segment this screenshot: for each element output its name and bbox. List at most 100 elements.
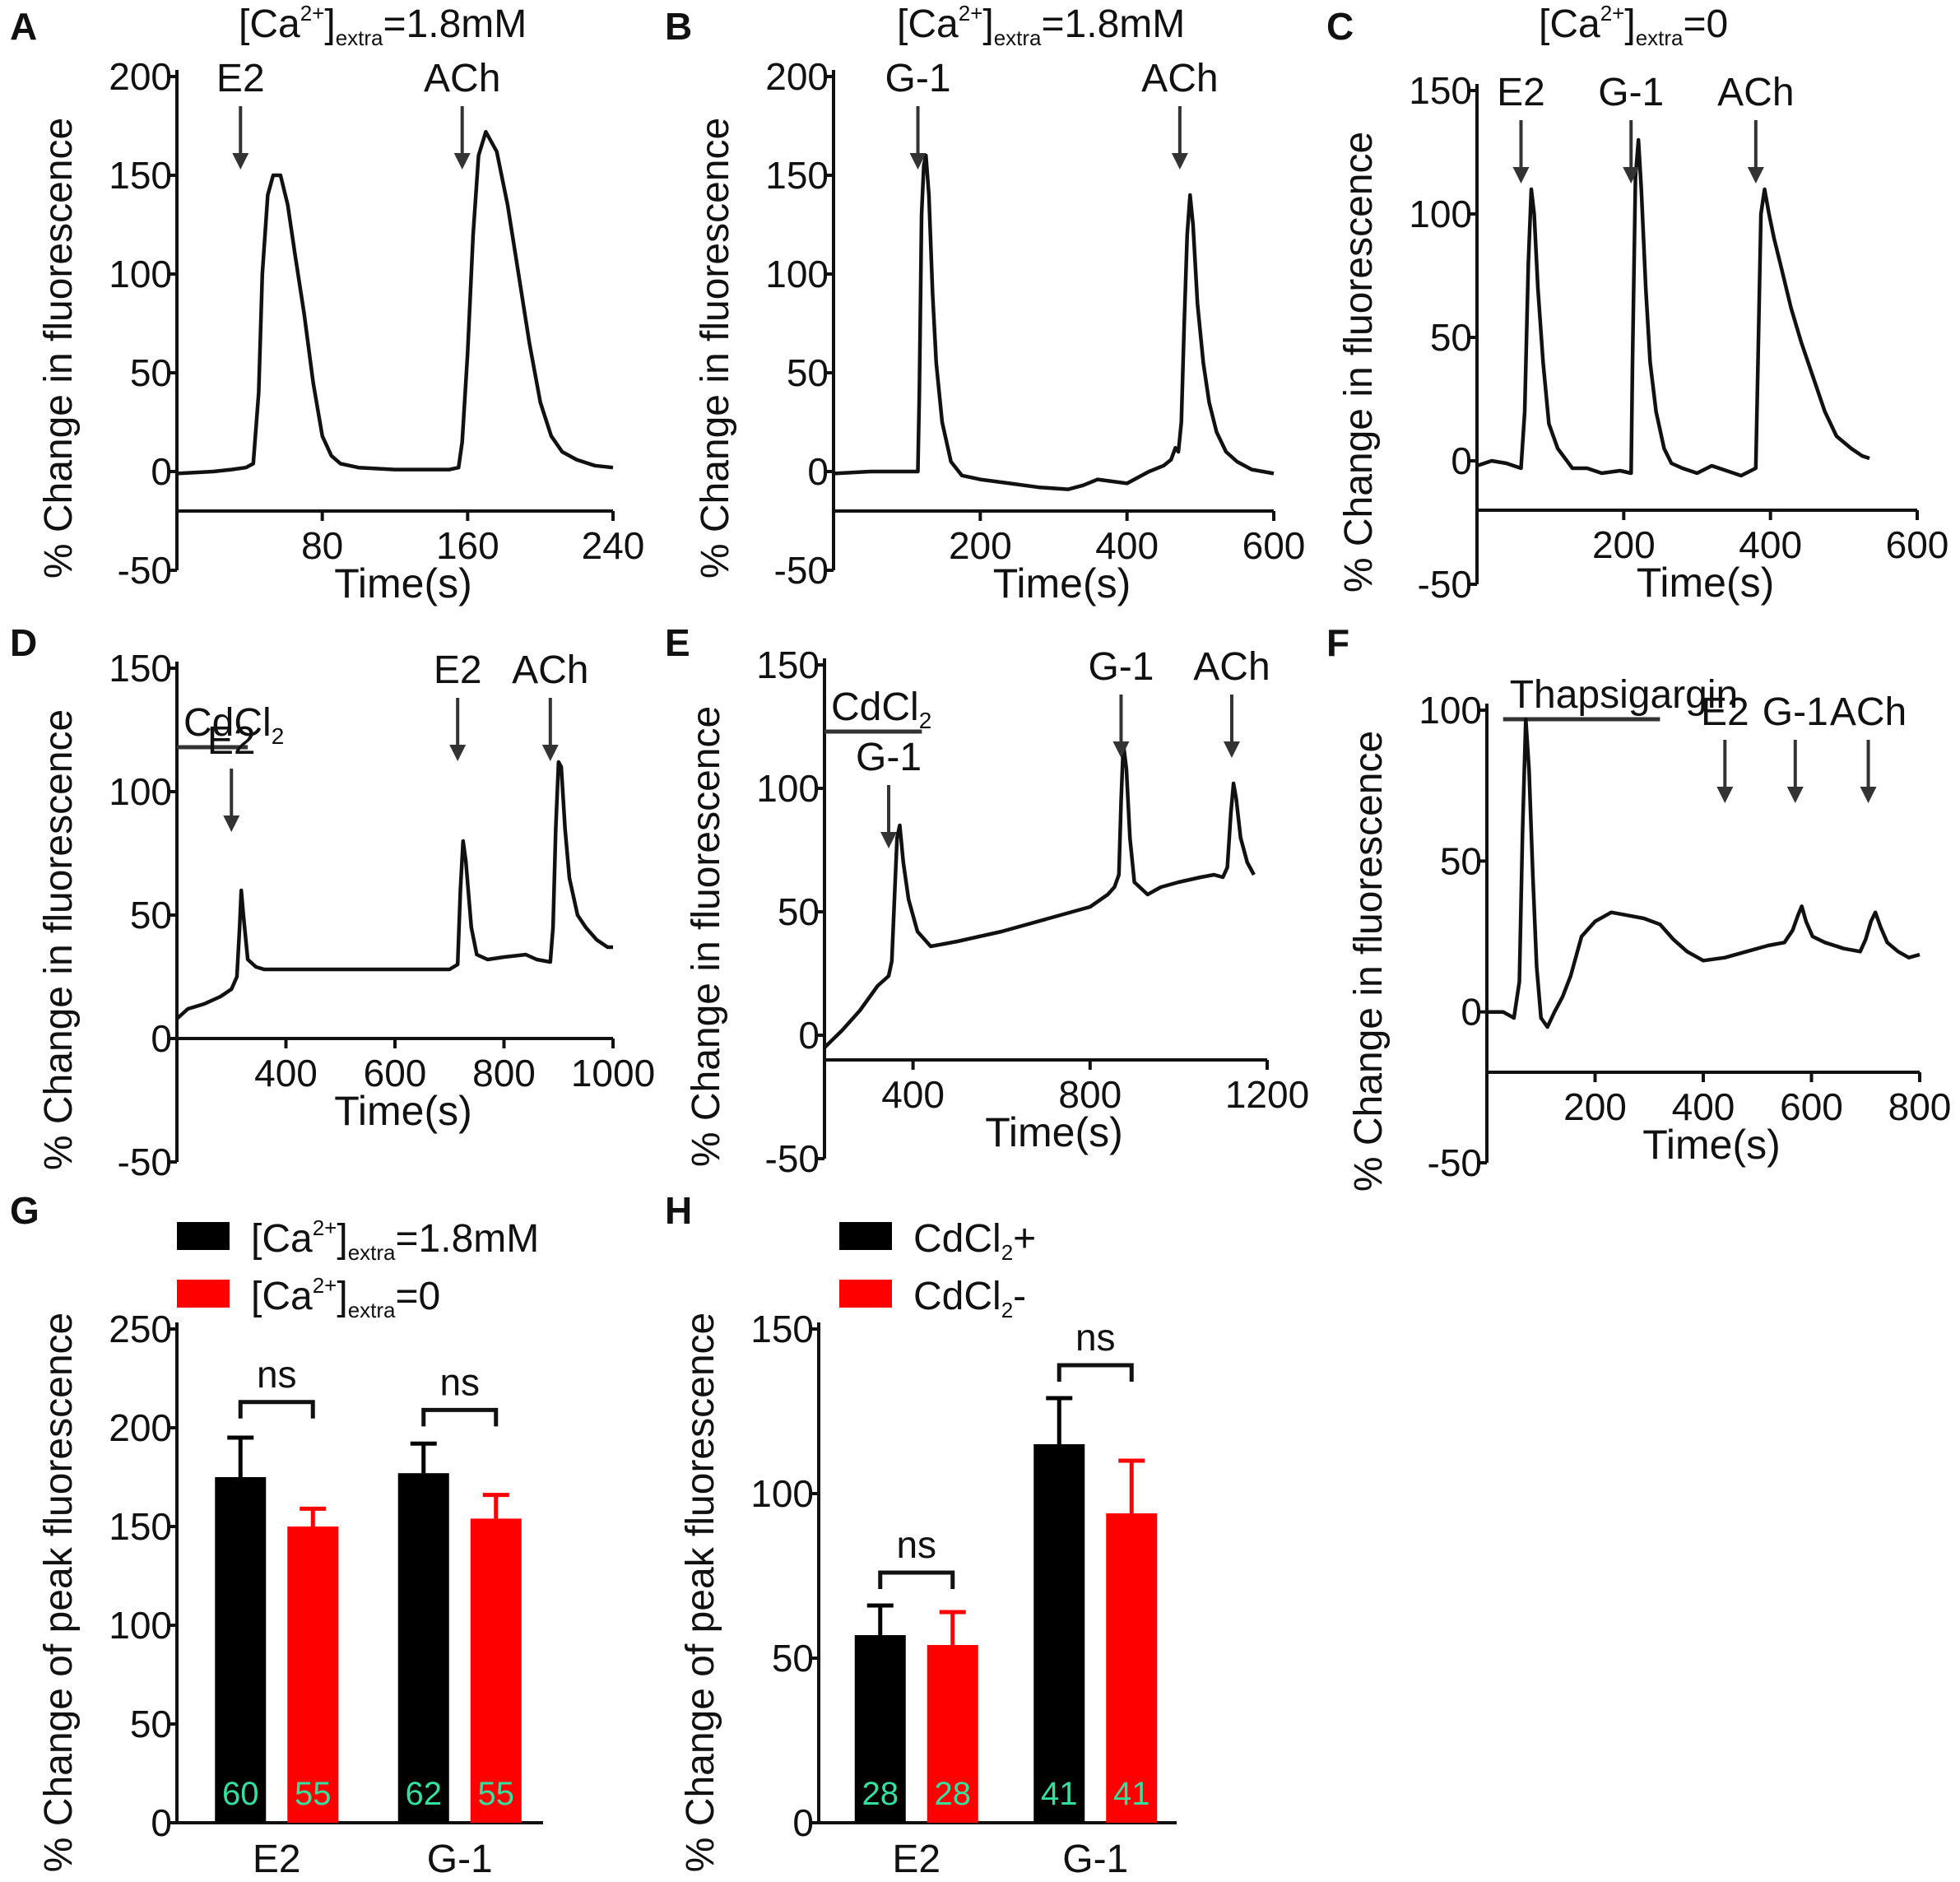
significance-label: ns xyxy=(257,1353,297,1396)
significance-bracket xyxy=(238,1400,315,1419)
y-tick-label: 150 xyxy=(109,1505,172,1548)
drug-bar-label: CdCl2 xyxy=(183,701,284,749)
y-tick-label: 50 xyxy=(130,894,172,936)
y-axis-title: % Change in fluorescence xyxy=(694,118,737,579)
legend-swatch xyxy=(177,1280,230,1308)
panel-letter: B xyxy=(665,5,692,48)
fluorescence-trace xyxy=(175,760,613,1020)
y-tick-label: 150 xyxy=(750,1308,814,1350)
x-tick-label: 800 xyxy=(1888,1085,1952,1128)
annotation-label: G-1 xyxy=(1598,71,1664,114)
annotation-label: G-1 xyxy=(856,736,922,779)
legend-label: [Ca2+]extra=1.8mM xyxy=(251,1215,539,1265)
x-tick-label: 1000 xyxy=(571,1052,655,1094)
significance-bracket xyxy=(421,1407,499,1427)
annotation-arrowhead xyxy=(880,832,898,848)
annotation-arrowhead xyxy=(453,153,471,170)
y-tick-label: 100 xyxy=(109,770,172,813)
y-tick-label: 50 xyxy=(778,890,820,933)
x-tick-label: 600 xyxy=(1780,1085,1843,1128)
y-tick-label: 50 xyxy=(1430,316,1472,359)
bar xyxy=(215,1477,267,1823)
y-tick-label: 100 xyxy=(1409,193,1472,235)
x-tick-label: 600 xyxy=(364,1052,427,1094)
y-axis-title: % Change in fluorescence xyxy=(1337,132,1381,592)
category-label: G-1 xyxy=(1062,1838,1128,1881)
x-axis-title: Time(s) xyxy=(985,1109,1123,1155)
y-tick-label: 100 xyxy=(756,767,820,810)
annotation-label: ACh xyxy=(1141,57,1218,100)
panel-g: G [Ca2+]extra=1.8mM [Ca2+]extra=0 0 50 100 150… xyxy=(10,1189,543,1881)
y-tick-label: 50 xyxy=(787,351,829,394)
significance-label: ns xyxy=(1075,1316,1116,1359)
category-label: E2 xyxy=(253,1838,301,1881)
legend-swatch xyxy=(839,1222,892,1250)
annotation-label: E2 xyxy=(216,57,265,100)
annotation-label: ACh xyxy=(424,57,500,100)
y-tick-label: -50 xyxy=(765,1137,820,1180)
x-axis-title: Time(s) xyxy=(1637,560,1775,606)
bar xyxy=(470,1518,522,1823)
significance-bracket xyxy=(878,1570,955,1589)
y-tick-label: 50 xyxy=(130,1703,172,1745)
y-tick-label: 150 xyxy=(109,647,172,690)
y-tick-label: -50 xyxy=(118,549,172,592)
fluorescence-trace xyxy=(176,129,614,476)
panel-h: H CdCl2+ CdCl2- 0 50 100 150 % Change of peak f… xyxy=(665,1189,1177,1881)
y-tick-label: 150 xyxy=(765,154,829,197)
y-tick-label: 0 xyxy=(1451,439,1472,482)
y-tick-label: 250 xyxy=(109,1308,172,1350)
fluorescence-trace xyxy=(1476,137,1870,478)
y-tick-label: -50 xyxy=(1428,1141,1482,1184)
n-count-label: 41 xyxy=(1113,1776,1150,1812)
legend-label: [Ca2+]extra=0 xyxy=(251,1273,440,1322)
annotation-arrowhead xyxy=(1716,787,1734,803)
y-tick-label: 200 xyxy=(109,1406,172,1449)
annotation-label: E2 xyxy=(1701,690,1749,734)
x-tick-label: 400 xyxy=(881,1073,945,1116)
y-axis-title: % Change in fluorescence xyxy=(1347,731,1391,1192)
drug-bar-label: Thapsigargin xyxy=(1510,673,1739,717)
y-axis-title: % Change in fluorescence xyxy=(685,706,728,1167)
annotation-arrowhead xyxy=(1623,167,1640,184)
y-tick-label: 150 xyxy=(756,644,820,686)
fluorescence-trace xyxy=(823,741,1256,1049)
x-tick-label: 400 xyxy=(1739,523,1802,566)
y-tick-label: 0 xyxy=(151,1017,172,1060)
x-axis-title: Time(s) xyxy=(993,560,1131,606)
y-tick-label: -50 xyxy=(118,1141,172,1183)
bar xyxy=(287,1527,339,1823)
panel-b: B [Ca2+]extra=1.8mM -50 0 50 100 150 200 200 400 6… xyxy=(665,1,1305,606)
y-tick-label: 50 xyxy=(1440,839,1482,882)
legend-swatch xyxy=(177,1222,230,1250)
n-count-label: 62 xyxy=(406,1776,443,1812)
category-label: G-1 xyxy=(427,1838,493,1881)
legend-swatch xyxy=(839,1280,892,1308)
annotation-label: E2 xyxy=(434,648,482,692)
annotation-label: G-1 xyxy=(1088,645,1154,689)
annotation-arrowhead xyxy=(223,816,240,832)
significance-label: ns xyxy=(896,1523,936,1566)
bar xyxy=(1106,1513,1158,1823)
y-tick-label: 100 xyxy=(765,253,829,295)
drug-bar-label: CdCl2 xyxy=(831,685,931,733)
n-count-label: 28 xyxy=(862,1776,899,1812)
annotation-arrowhead xyxy=(1747,167,1764,184)
panel-letter: D xyxy=(10,621,37,664)
y-tick-label: 150 xyxy=(109,154,172,197)
panel-e: E -50 0 50 100 150 400 800 1200 Time(s) % Change i… xyxy=(665,621,1309,1180)
y-tick-label: 150 xyxy=(1409,69,1472,112)
y-tick-label: 0 xyxy=(151,450,172,493)
panel-a: A [Ca2+]extra=1.8mM -50 0 50 100 150 200 80 160 24… xyxy=(10,1,644,606)
panel-letter: G xyxy=(10,1189,39,1232)
y-axis-title: % Change of peak fluorescence xyxy=(679,1313,722,1872)
x-axis-title: Time(s) xyxy=(334,1088,472,1134)
category-label: E2 xyxy=(892,1838,941,1881)
y-tick-label: -50 xyxy=(1418,563,1472,606)
n-count-label: 28 xyxy=(935,1776,972,1812)
annotation-label: ACh xyxy=(1830,690,1907,734)
y-axis-title: % Change in fluorescence xyxy=(37,709,81,1170)
annotation-arrowhead xyxy=(1223,741,1240,758)
panel-letter: H xyxy=(665,1189,692,1232)
